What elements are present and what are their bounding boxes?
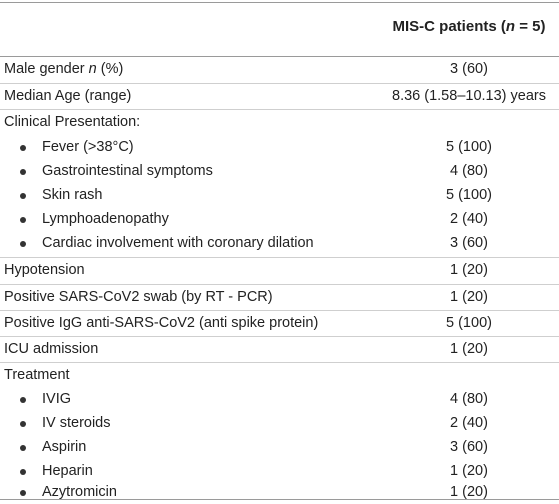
row-label: Aspirin [42,439,87,455]
row-divider [0,284,559,285]
row-value: 2 (40) [450,211,488,227]
row-label: IV steroids [42,415,111,431]
row-divider [0,109,559,110]
row-value: 3 (60) [450,439,488,455]
table-row-ivig: IVIG 4 (80) [0,387,559,411]
table-row-igg-anti-sars-cov2: Positive IgG anti-SARS-CoV2 (anti spike … [0,311,559,335]
table-row-heparin: Heparin 1 (20) [0,459,559,483]
row-value: 4 (80) [450,391,488,407]
bullet-icon [20,169,26,175]
bullet-icon [20,469,26,475]
row-value: 1 (20) [450,262,488,278]
row-value: 3 (60) [450,235,488,251]
table-bottom-rule [0,499,559,500]
row-label: Azytromicin [42,484,117,500]
bullet-icon [20,145,26,151]
row-label: IVIG [42,391,72,407]
table-row-iv-steroids: IV steroids 2 (40) [0,411,559,435]
row-label: Median Age (range) [4,88,132,104]
row-label: Gastrointestinal symptoms [42,163,213,179]
header-rule [0,56,559,57]
row-label: ICU admission [4,341,99,357]
table-row-skin-rash: Skin rash 5 (100) [0,183,559,207]
column-header-mis-c-patients: MIS-C patients (n = 5) [392,18,546,35]
table-row-hypotension: Hypotension 1 (20) [0,258,559,282]
table-row-fever: Fever (>38°C) 5 (100) [0,135,559,159]
table-row-male-gender: Male gender n (%) 3 (60) [0,57,559,81]
row-divider [0,362,559,363]
row-label: Skin rash [42,187,103,203]
bullet-icon [20,397,26,403]
section-label: Treatment [4,367,70,383]
row-value: 1 (20) [450,341,488,357]
table-row-median-age: Median Age (range) 8.36 (1.58–10.13) yea… [0,84,559,108]
bullet-icon [20,421,26,427]
row-label: Positive SARS-CoV2 swab (by RT - PCR) [4,289,273,305]
row-value: 1 (20) [450,484,488,500]
row-value: 1 (20) [450,463,488,479]
row-label: Fever (>38°C) [42,139,134,155]
row-value: 5 (100) [446,139,492,155]
table-row-lymphoadenopathy: Lymphoadenopathy 2 (40) [0,207,559,231]
row-divider [0,257,559,258]
row-divider [0,310,559,311]
table-row-cardiac-involvement: Cardiac involvement with coronary dilati… [0,231,559,255]
row-divider [0,336,559,337]
bullet-icon [20,241,26,247]
row-value: 4 (80) [450,163,488,179]
row-label: Positive IgG anti-SARS-CoV2 (anti spike … [4,315,319,331]
row-value: 8.36 (1.58–10.13) years [392,88,546,104]
table-row-clinical-presentation: Clinical Presentation: [0,110,559,134]
table-row-gastrointestinal: Gastrointestinal symptoms 4 (80) [0,159,559,183]
table-row-azytromicin: Azytromicin 1 (20) [0,480,559,504]
row-label: Hypotension [4,262,85,278]
table-top-rule [0,2,559,3]
bullet-icon [20,445,26,451]
row-label: Cardiac involvement with coronary dilati… [42,235,314,251]
table-row-treatment: Treatment [0,363,559,387]
bullet-icon [20,490,26,496]
row-value: 3 (60) [450,61,488,77]
section-label: Clinical Presentation: [4,114,141,130]
table-row-sars-cov2-swab: Positive SARS-CoV2 swab (by RT - PCR) 1 … [0,285,559,309]
row-value: 5 (100) [446,187,492,203]
bullet-icon [20,193,26,199]
row-label: Male gender n (%) [4,61,124,77]
row-value: 5 (100) [446,315,492,331]
row-value: 2 (40) [450,415,488,431]
row-divider [0,83,559,84]
bullet-icon [20,217,26,223]
table-row-icu-admission: ICU admission 1 (20) [0,337,559,361]
row-label: Heparin [42,463,93,479]
row-value: 1 (20) [450,289,488,305]
table-row-aspirin: Aspirin 3 (60) [0,435,559,459]
row-label: Lymphoadenopathy [42,211,169,227]
